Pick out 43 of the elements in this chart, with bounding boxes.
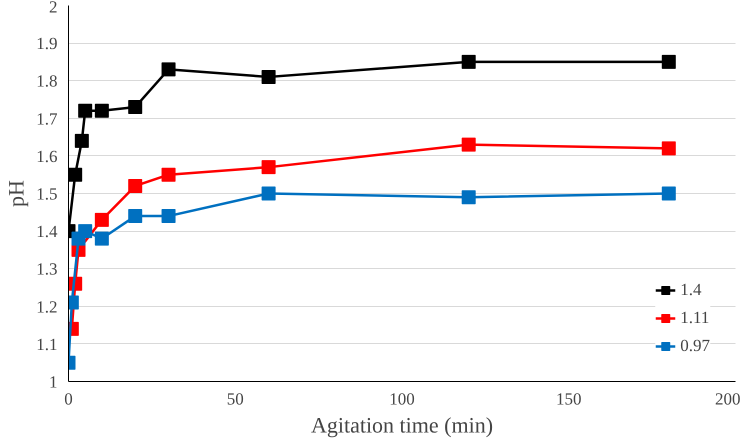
- y-tick-label: 1.5: [36, 184, 58, 204]
- point: [94, 104, 109, 118]
- y-tick-label: 1.4: [36, 222, 58, 242]
- y-axis-title: pH: [3, 180, 28, 207]
- point: [74, 134, 89, 148]
- point: [162, 209, 176, 224]
- point: [462, 138, 476, 152]
- point: [128, 209, 142, 224]
- point: [262, 160, 276, 174]
- x-tick-label: 100: [389, 390, 415, 408]
- point: [462, 190, 476, 204]
- x-axis-title: Agitation time (min): [310, 412, 494, 438]
- x-tick-label: 200: [715, 390, 740, 408]
- point: [162, 62, 176, 76]
- legend-label: 0.97: [680, 336, 710, 356]
- y-tick-label: 1.3: [36, 260, 58, 279]
- x-tick-label: 0: [64, 390, 73, 408]
- point: [662, 54, 676, 69]
- point: [94, 232, 109, 246]
- y-tick-label: 1.1: [36, 334, 58, 354]
- y-tick-label: 1.8: [36, 72, 58, 91]
- x-tick-label: 50: [226, 390, 244, 408]
- y-tick-label: 2: [49, 0, 58, 16]
- point: [128, 100, 142, 114]
- y-tick-label: 1.2: [36, 297, 58, 316]
- y-tick-label: 1: [49, 372, 58, 392]
- point: [262, 70, 276, 84]
- point: [94, 212, 109, 227]
- y-tick-label: 1.7: [36, 109, 58, 128]
- y-tick-label: 1.9: [36, 34, 58, 54]
- point: [128, 178, 142, 193]
- y-tick-label: 1.6: [36, 146, 58, 166]
- x-tick-label: 150: [556, 390, 582, 408]
- point: [262, 186, 276, 200]
- legend-label: 1.4: [680, 280, 702, 300]
- point: [462, 54, 476, 69]
- point: [162, 168, 176, 182]
- legend-label: 1.11: [680, 308, 710, 328]
- point: [78, 224, 92, 238]
- point: [662, 186, 676, 200]
- point: [68, 168, 82, 182]
- point: [662, 141, 676, 156]
- point: [78, 104, 92, 118]
